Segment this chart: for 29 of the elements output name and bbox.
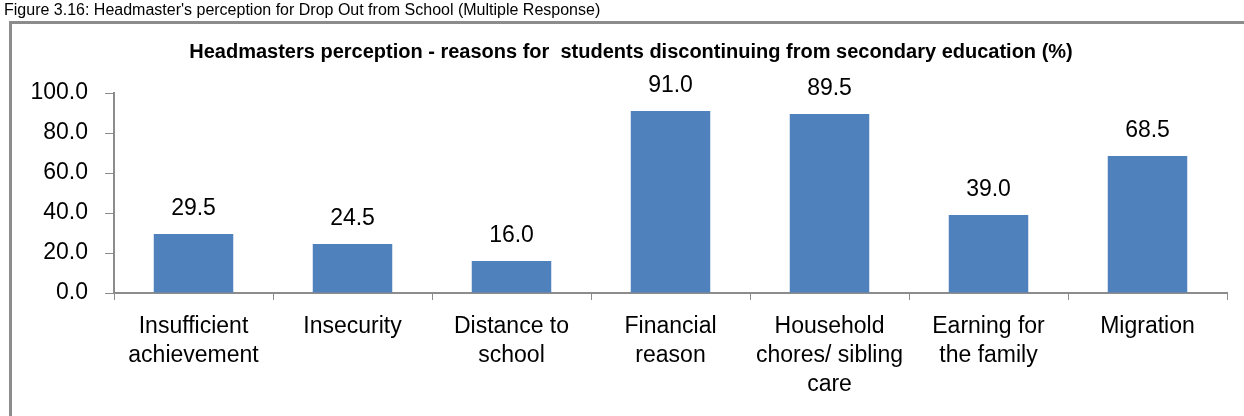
y-tick-label: 40.0 xyxy=(43,198,88,225)
bar xyxy=(948,215,1029,293)
y-tick-label: 20.0 xyxy=(43,238,88,265)
y-tick-label: 100.0 xyxy=(30,78,88,105)
bar xyxy=(789,114,870,293)
y-tick-label: 0.0 xyxy=(56,278,88,305)
x-tick-label: Financial reason xyxy=(624,311,717,367)
x-tick-label: Household chores/ sibling care xyxy=(755,311,904,396)
data-label: 68.5 xyxy=(1125,116,1170,142)
bar xyxy=(630,111,711,293)
x-tick-label: Earning for the family xyxy=(932,311,1046,367)
data-label: 39.0 xyxy=(966,175,1011,201)
x-tick-label: Distance to school xyxy=(453,311,570,367)
chart-title: Headmasters perception - reasons for students discontinuing from secondary education (%) xyxy=(189,39,1073,62)
data-label: 24.5 xyxy=(330,204,375,230)
bar xyxy=(471,261,552,293)
data-label: 29.5 xyxy=(171,194,216,220)
x-tick-label: Insufficient achievement xyxy=(128,311,260,367)
data-label: 16.0 xyxy=(489,221,534,247)
data-label: 89.5 xyxy=(807,74,852,100)
x-tick-label: Migration xyxy=(1100,311,1195,338)
bar xyxy=(312,244,393,293)
y-tick-label: 80.0 xyxy=(43,118,88,145)
y-tick-label: 60.0 xyxy=(43,158,88,185)
caption: Figure 3.16: Headmaster's perception for Drop Out from School (Multiple Response) xyxy=(4,1,601,19)
bar xyxy=(1107,156,1188,293)
x-tick-label: Insecurity xyxy=(303,311,403,338)
data-label: 91.0 xyxy=(648,71,693,97)
bar xyxy=(153,234,234,293)
